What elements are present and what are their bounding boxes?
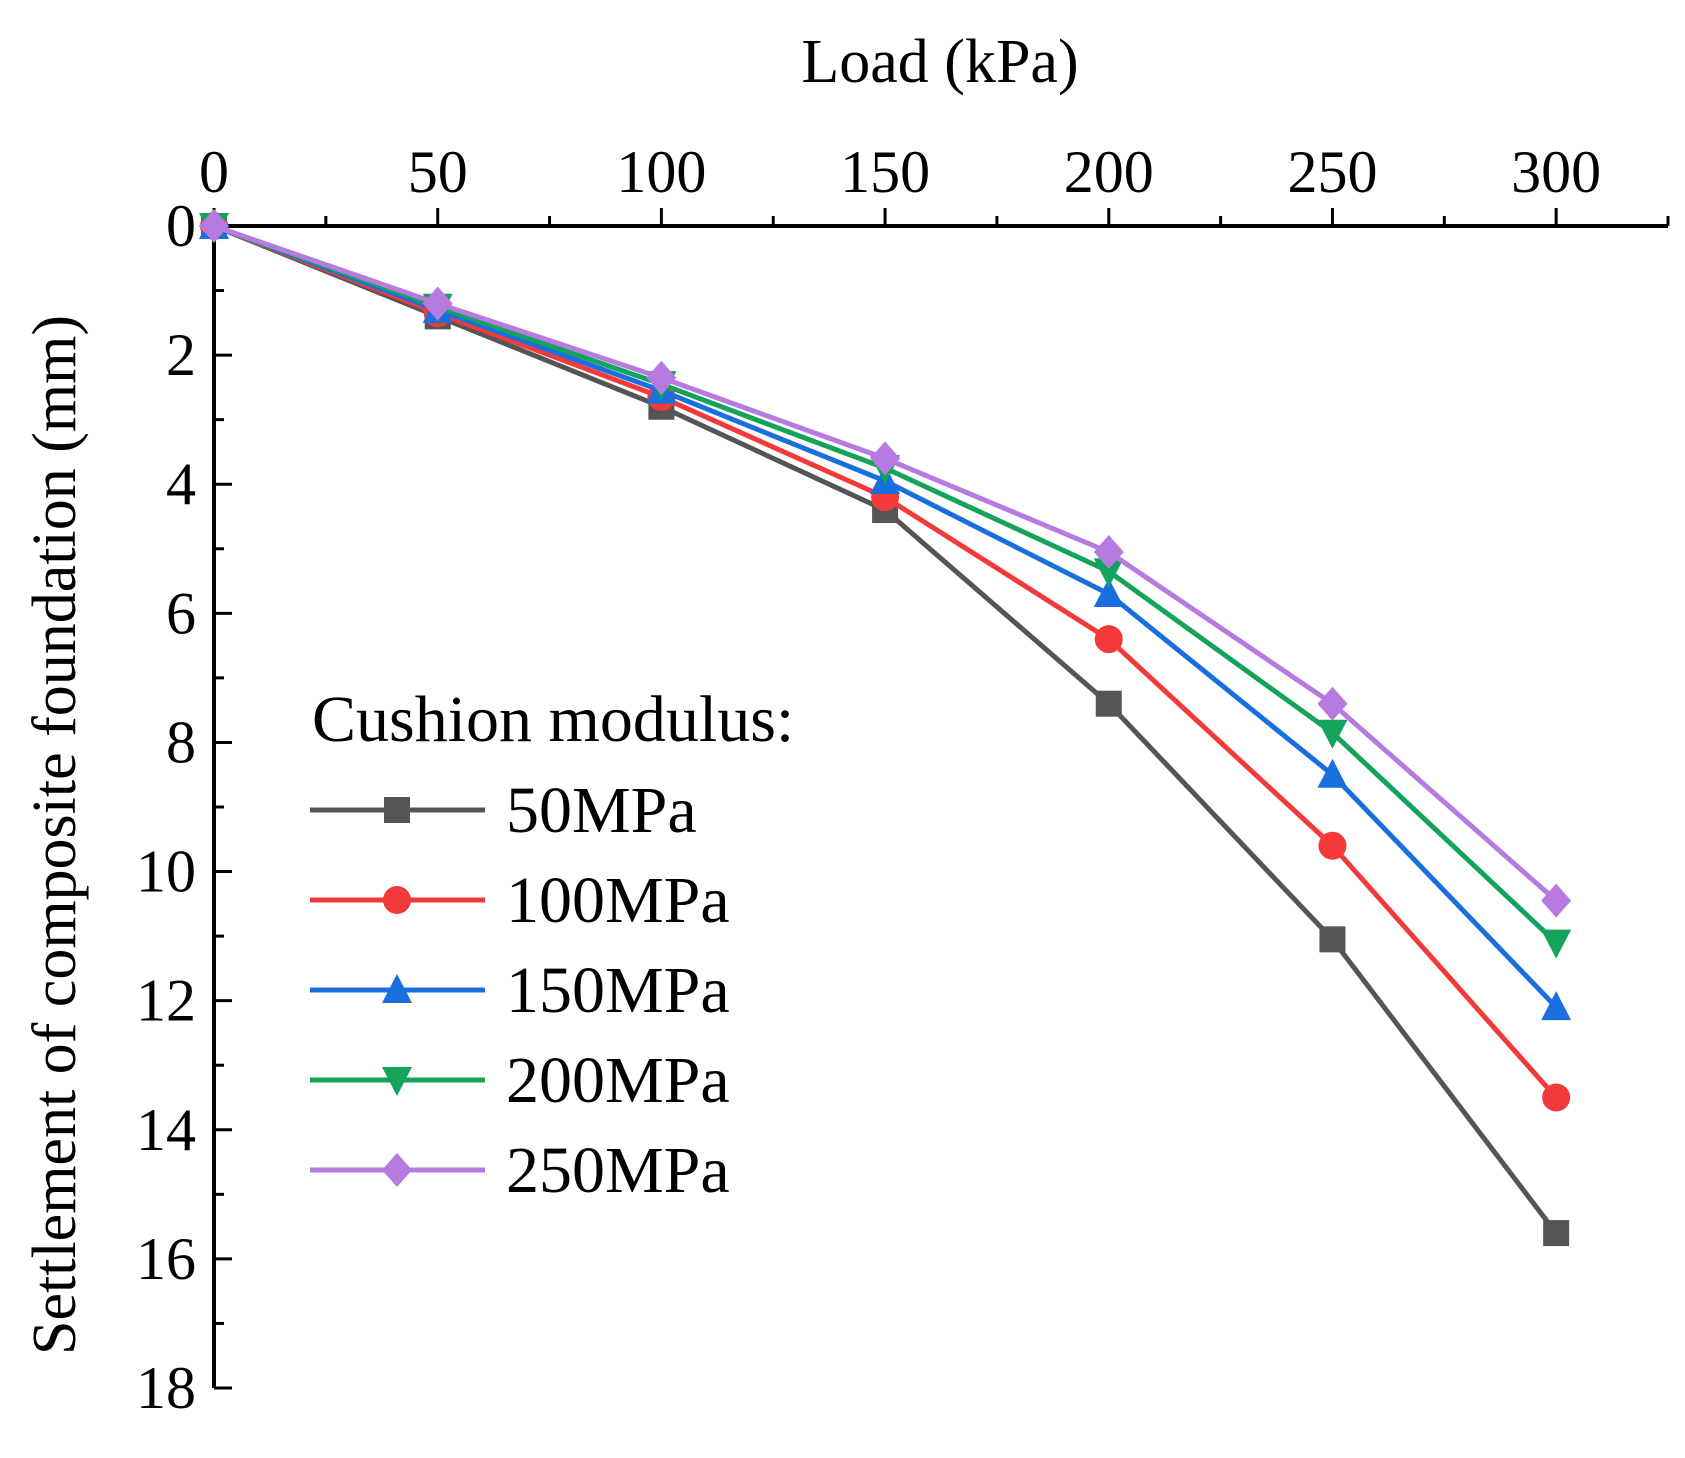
x-tick-label: 50	[408, 139, 468, 205]
data-point	[1093, 558, 1124, 588]
legend-item: 200MPa	[310, 1044, 730, 1117]
series-layer	[199, 209, 1572, 1247]
data-point	[1317, 686, 1348, 721]
y-tick-label: 18	[136, 1355, 196, 1421]
legend-item: 50MPa	[310, 774, 697, 847]
legend-title: Cushion modulus:	[312, 683, 794, 756]
x-tick-label: 300	[1511, 139, 1601, 205]
data-point	[1094, 625, 1123, 654]
data-point	[1317, 719, 1348, 749]
legend-marker	[383, 886, 411, 914]
legend-item: 250MPa	[310, 1134, 730, 1207]
x-tick-label: 150	[840, 139, 930, 205]
y-tick-label: 2	[166, 322, 196, 388]
y-tick-label: 12	[136, 968, 196, 1034]
legend-marker	[382, 1067, 412, 1096]
y-tick-label: 0	[166, 193, 196, 259]
series-100MPa	[200, 212, 1571, 1112]
legend-label: 150MPa	[506, 954, 730, 1027]
legend-label: 250MPa	[506, 1134, 730, 1207]
legend-marker	[382, 1153, 412, 1187]
data-point	[199, 209, 229, 243]
data-point	[1093, 535, 1124, 570]
y-tick-label: 4	[166, 451, 196, 517]
legend: Cushion modulus: 50MPa 100MPa 150MPa 200MPa…	[310, 683, 794, 1207]
data-point	[1318, 831, 1347, 860]
data-point	[646, 360, 677, 395]
x-tick-label: 0	[199, 139, 229, 205]
series-250MPa	[199, 209, 1572, 918]
data-point	[1319, 926, 1346, 953]
data-point	[1541, 883, 1572, 918]
y-tick-label: 14	[136, 1097, 196, 1163]
x-tick-label: 100	[616, 139, 706, 205]
y-tick-label: 6	[166, 580, 196, 646]
legend-label: 100MPa	[506, 864, 730, 937]
legend-item: 150MPa	[310, 954, 730, 1027]
data-point	[1542, 1083, 1571, 1112]
series-200MPa	[199, 213, 1572, 959]
legend-label: 200MPa	[506, 1044, 730, 1117]
data-point	[1541, 929, 1572, 959]
series-line	[213, 223, 1558, 945]
data-point	[1095, 690, 1122, 717]
x-tick-label: 250	[1287, 139, 1377, 205]
data-point	[1541, 991, 1572, 1021]
axes: 0 50 100 150 200 250 300 0 2 4 6 8 10 12 14 16 18	[136, 139, 1670, 1421]
data-point	[422, 286, 453, 321]
y-tick-label: 8	[166, 709, 196, 775]
series-line	[213, 223, 1558, 1009]
y-axis-title: Settlement of composite foundation (mm)	[21, 315, 89, 1355]
data-point	[1317, 758, 1348, 788]
x-axis-title: Load (kPa)	[801, 28, 1078, 96]
legend-item: 100MPa	[310, 864, 730, 937]
y-tick-label: 16	[136, 1226, 196, 1292]
data-point	[870, 441, 901, 476]
x-tick-label: 200	[1064, 139, 1154, 205]
legend-marker	[382, 974, 412, 1003]
data-point	[1543, 1220, 1570, 1247]
legend-marker	[384, 797, 410, 823]
y-tick-label: 10	[136, 839, 196, 905]
data-point	[1093, 577, 1124, 607]
legend-label: 50MPa	[506, 774, 697, 847]
